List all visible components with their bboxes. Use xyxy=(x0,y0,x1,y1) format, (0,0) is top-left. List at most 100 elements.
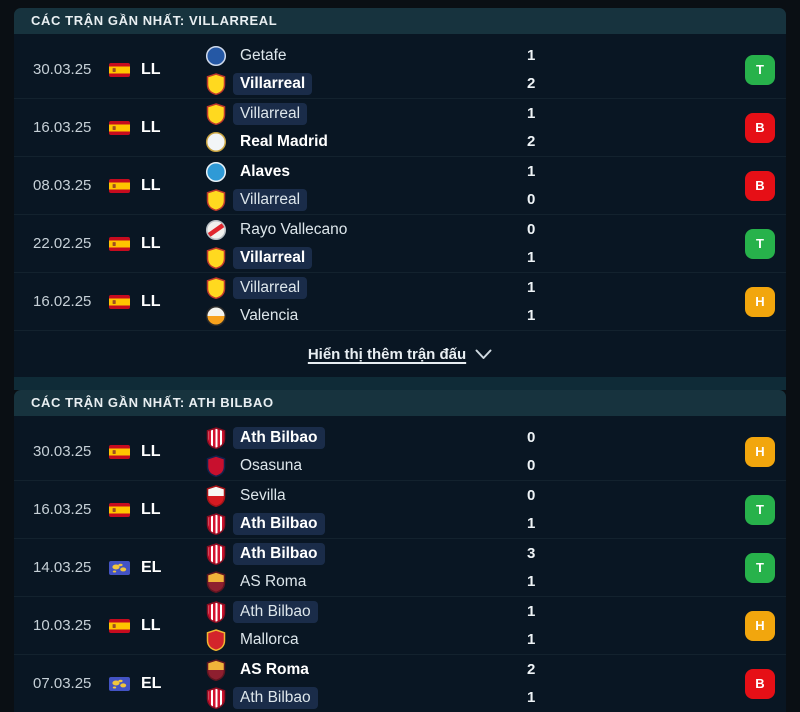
match-date: 10.03.25 xyxy=(33,617,92,634)
team-row[interactable]: Ath Bilbao 1 xyxy=(205,684,786,712)
team-name: Villarreal xyxy=(233,102,308,125)
match-row[interactable]: 30.03.25 LL Ath Bilbao 0 Osasuna 0 H xyxy=(14,423,786,480)
result-badge: T xyxy=(745,494,775,525)
competition-flag-icon xyxy=(109,444,130,459)
result-badge: H xyxy=(745,436,775,467)
match-row[interactable]: 16.02.25 LL Villarreal 1 Valencia 1 H xyxy=(14,272,786,330)
competition: LL xyxy=(109,501,205,519)
team-row[interactable]: Getafe 1 xyxy=(205,42,786,70)
team-logo-icon xyxy=(205,600,227,623)
team-logo-icon xyxy=(205,102,227,125)
team-score: 1 xyxy=(527,689,536,706)
competition-flag-icon xyxy=(109,120,130,135)
team-logo-icon xyxy=(205,161,227,183)
show-more-link[interactable]: Hiển thị thêm trận đấu xyxy=(307,345,467,363)
team-row[interactable]: Rayo Vallecano 0 xyxy=(205,216,786,244)
team-name: Villarreal xyxy=(233,188,308,211)
team-score: 1 xyxy=(527,47,536,64)
team-score: 3 xyxy=(527,545,536,562)
match-row[interactable]: 16.03.25 LL Sevilla 0 Ath Bilbao 1 T xyxy=(14,480,786,538)
team-row[interactable]: Real Madrid 2 xyxy=(205,128,786,156)
teams-column: Ath Bilbao 1 Mallorca 1 xyxy=(205,598,786,654)
team-score: 1 xyxy=(527,603,536,620)
match-date: 30.03.25 xyxy=(33,61,92,78)
team-name: Sevilla xyxy=(240,486,286,504)
team-row[interactable]: AS Roma 2 xyxy=(205,656,786,684)
team-name: Ath Bilbao xyxy=(233,512,325,535)
team-row[interactable]: Sevilla 0 xyxy=(205,482,786,510)
team-row[interactable]: Villarreal 1 xyxy=(205,244,786,272)
team-score: 1 xyxy=(527,163,536,180)
competition-label: LL xyxy=(141,442,161,460)
team-name: Villarreal xyxy=(233,246,313,269)
competition-flag-icon xyxy=(109,236,130,251)
recent-matches-panel: CÁC TRẬN GẦN NHẤT: VILLARREAL 30.03.25 L… xyxy=(14,0,786,712)
competition: LL xyxy=(109,617,205,635)
competition: LL xyxy=(109,443,205,461)
teams-column: Rayo Vallecano 0 Villarreal 1 xyxy=(205,216,786,272)
team-row[interactable]: Valencia 1 xyxy=(205,302,786,330)
team-row[interactable]: Villarreal 0 xyxy=(205,186,786,214)
team-row[interactable]: Ath Bilbao 1 xyxy=(205,510,786,538)
team-score: 1 xyxy=(527,307,536,324)
team-row[interactable]: Ath Bilbao 0 xyxy=(205,424,786,452)
match-list: 30.03.25 LL Getafe 1 Villarreal 2 T 16.0… xyxy=(14,34,786,330)
competition-label: LL xyxy=(141,616,161,634)
result-badge: B xyxy=(745,170,775,201)
match-row[interactable]: 10.03.25 LL Ath Bilbao 1 Mallorca 1 H xyxy=(14,596,786,654)
competition-label: LL xyxy=(141,234,161,252)
competition-label: EL xyxy=(141,558,162,576)
team-row[interactable]: Mallorca 1 xyxy=(205,626,786,654)
team-name: Real Madrid xyxy=(240,132,328,150)
result-badge: T xyxy=(745,228,775,259)
team-name: AS Roma xyxy=(240,572,307,590)
competition-label: LL xyxy=(141,176,161,194)
teams-column: Alaves 1 Villarreal 0 xyxy=(205,158,786,214)
team-logo-icon xyxy=(205,570,227,593)
competition-flag-icon xyxy=(109,294,130,309)
match-date: 14.03.25 xyxy=(33,559,92,576)
teams-column: Sevilla 0 Ath Bilbao 1 xyxy=(205,482,786,538)
section-title: CÁC TRẬN GẦN NHẤT: ATH BILBAO xyxy=(14,390,786,416)
team-row[interactable]: Villarreal 1 xyxy=(205,274,786,302)
result-badge: H xyxy=(745,610,775,641)
match-date: 16.02.25 xyxy=(33,293,92,310)
team-score: 1 xyxy=(527,249,536,266)
team-score: 0 xyxy=(527,457,536,474)
team-score: 0 xyxy=(527,221,536,238)
team-row[interactable]: Villarreal 1 xyxy=(205,100,786,128)
chevron-down-icon xyxy=(475,349,492,360)
match-date: 08.03.25 xyxy=(33,177,92,194)
team-logo-icon xyxy=(205,542,227,565)
competition-flag-icon xyxy=(109,560,130,575)
team-name: Ath Bilbao xyxy=(233,542,325,565)
match-row[interactable]: 30.03.25 LL Getafe 1 Villarreal 2 T xyxy=(14,41,786,98)
team-row[interactable]: Alaves 1 xyxy=(205,158,786,186)
competition-label: LL xyxy=(141,118,161,136)
team-name: Rayo Vallecano xyxy=(240,220,348,238)
team-row[interactable]: AS Roma 1 xyxy=(205,568,786,596)
matches-section: CÁC TRẬN GẦN NHẤT: VILLARREAL 30.03.25 L… xyxy=(14,8,786,330)
competition: LL xyxy=(109,119,205,137)
show-more-row: Hiển thị thêm trận đấu xyxy=(14,330,786,377)
competition: LL xyxy=(109,293,205,311)
team-score: 1 xyxy=(527,573,536,590)
match-row[interactable]: 07.03.25 EL AS Roma 2 Ath Bilbao 1 B xyxy=(14,654,786,712)
team-row[interactable]: Ath Bilbao 3 xyxy=(205,540,786,568)
competition-flag-icon xyxy=(109,178,130,193)
competition-label: LL xyxy=(141,500,161,518)
teams-column: Villarreal 1 Valencia 1 xyxy=(205,274,786,330)
competition-flag-icon xyxy=(109,676,130,691)
match-row[interactable]: 22.02.25 LL Rayo Vallecano 0 Villarreal … xyxy=(14,214,786,272)
teams-column: AS Roma 2 Ath Bilbao 1 xyxy=(205,656,786,712)
match-row[interactable]: 08.03.25 LL Alaves 1 Villarreal 0 B xyxy=(14,156,786,214)
match-row[interactable]: 14.03.25 EL Ath Bilbao 3 AS Roma 1 T xyxy=(14,538,786,596)
team-row[interactable]: Ath Bilbao 1 xyxy=(205,598,786,626)
match-row[interactable]: 16.03.25 LL Villarreal 1 Real Madrid 2 B xyxy=(14,98,786,156)
match-date: 22.02.25 xyxy=(33,235,92,252)
team-row[interactable]: Villarreal 2 xyxy=(205,70,786,98)
match-date: 30.03.25 xyxy=(33,443,92,460)
team-row[interactable]: Osasuna 0 xyxy=(205,452,786,480)
result-badge: T xyxy=(745,54,775,85)
team-name: Ath Bilbao xyxy=(233,600,318,623)
